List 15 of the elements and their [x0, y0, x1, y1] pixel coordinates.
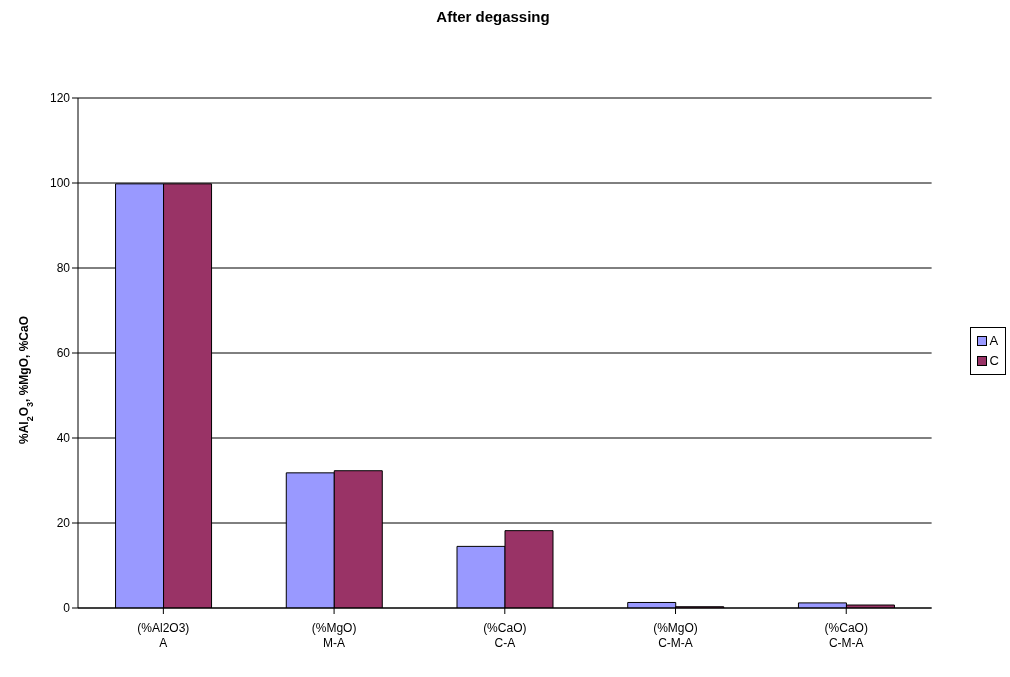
- x-tick-label: (%Al2O3) A: [137, 621, 190, 650]
- y-tick-label: 80: [56, 261, 71, 276]
- y-tick-label: 100: [49, 176, 71, 191]
- y-tick-label: 20: [56, 516, 71, 531]
- y-tick-label: 0: [63, 601, 71, 616]
- legend-label: C: [989, 351, 999, 370]
- x-tick-label: (%MgO) C-M-A: [653, 621, 698, 650]
- y-tick-label: 120: [49, 91, 71, 106]
- x-tick-label: (%CaO) C-A: [483, 621, 527, 650]
- x-tick-label: (%MgO) M-A: [311, 621, 357, 650]
- y-tick-label: 40: [56, 431, 71, 446]
- chart-title: After degassing: [435, 8, 551, 27]
- x-tick-label: (%CaO) C-M-A: [824, 621, 868, 650]
- y-tick-label: 60: [56, 346, 71, 361]
- legend-label: A: [989, 331, 999, 350]
